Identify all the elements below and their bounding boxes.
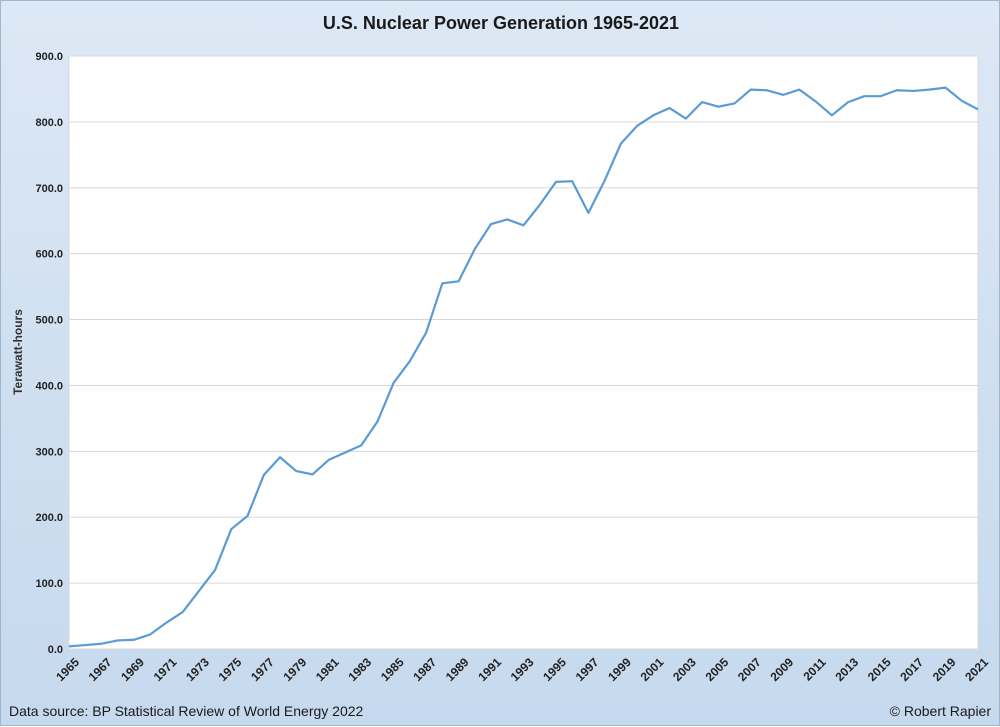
y-tick-label: 400.0: [35, 380, 63, 392]
x-tick-label: 2003: [670, 655, 699, 684]
x-tick-label: 1975: [216, 655, 245, 684]
y-axis-ticks: 0.0 100.0 200.0 300.0 400.0 500.0 600.0 700.0 80…: [35, 51, 63, 656]
series-line: [68, 86, 979, 648]
y-tick-label: 600.0: [35, 249, 63, 261]
x-tick-label: 2013: [832, 655, 861, 684]
x-tick-label: 2015: [865, 655, 894, 684]
x-tick-label: 2021: [962, 655, 991, 684]
y-tick-label: 300.0: [35, 446, 63, 458]
x-axis-ticks: 1965 1967 1969 1971 1973 1975 1977 1979 1981 1983…: [53, 655, 991, 684]
y-tick-label: 800.0: [35, 117, 63, 129]
x-tick-label: 1993: [508, 655, 537, 684]
x-tick-label: 1969: [118, 655, 147, 684]
x-tick-label: 1965: [53, 655, 82, 684]
x-tick-label: 1983: [345, 655, 374, 684]
y-tick-label: 200.0: [35, 512, 63, 524]
x-tick-label: 2017: [897, 655, 926, 684]
y-tick-label: 100.0: [35, 578, 63, 590]
gridlines: [69, 55, 978, 650]
x-tick-label: 2005: [703, 655, 732, 684]
x-tick-label: 1971: [151, 655, 180, 684]
x-tick-label: 1985: [378, 655, 407, 684]
y-tick-label: 900.0: [35, 51, 63, 63]
x-tick-label: 1991: [475, 655, 504, 684]
y-axis-label: Terawatt-hours: [11, 309, 25, 395]
x-tick-label: 1997: [573, 655, 602, 684]
x-tick-label: 1967: [86, 655, 115, 684]
chart-title: U.S. Nuclear Power Generation 1965-2021: [322, 13, 680, 33]
x-tick-label: 1977: [248, 655, 277, 684]
x-tick-label: 2001: [638, 655, 667, 684]
x-tick-label: 1989: [443, 655, 472, 684]
x-tick-label: 2019: [930, 655, 959, 684]
data-source-note: Data source: BP Statistical Review of Wo…: [9, 703, 364, 719]
y-tick-label: 0.0: [48, 644, 63, 656]
x-tick-label: 2011: [800, 655, 829, 684]
y-tick-label: 700.0: [35, 183, 63, 195]
x-tick-label: 1999: [605, 655, 634, 684]
x-tick-label: 1995: [540, 655, 569, 684]
x-tick-label: 2009: [767, 655, 796, 684]
plot-area: [68, 55, 979, 650]
x-tick-label: 1973: [183, 655, 212, 684]
copyright-credit: © Robert Rapier: [889, 703, 991, 719]
x-tick-label: 1981: [313, 655, 342, 684]
y-tick-label: 500.0: [35, 315, 63, 327]
x-tick-label: 1979: [281, 655, 310, 684]
x-tick-label: 1987: [410, 655, 439, 684]
x-tick-label: 2007: [735, 655, 764, 684]
